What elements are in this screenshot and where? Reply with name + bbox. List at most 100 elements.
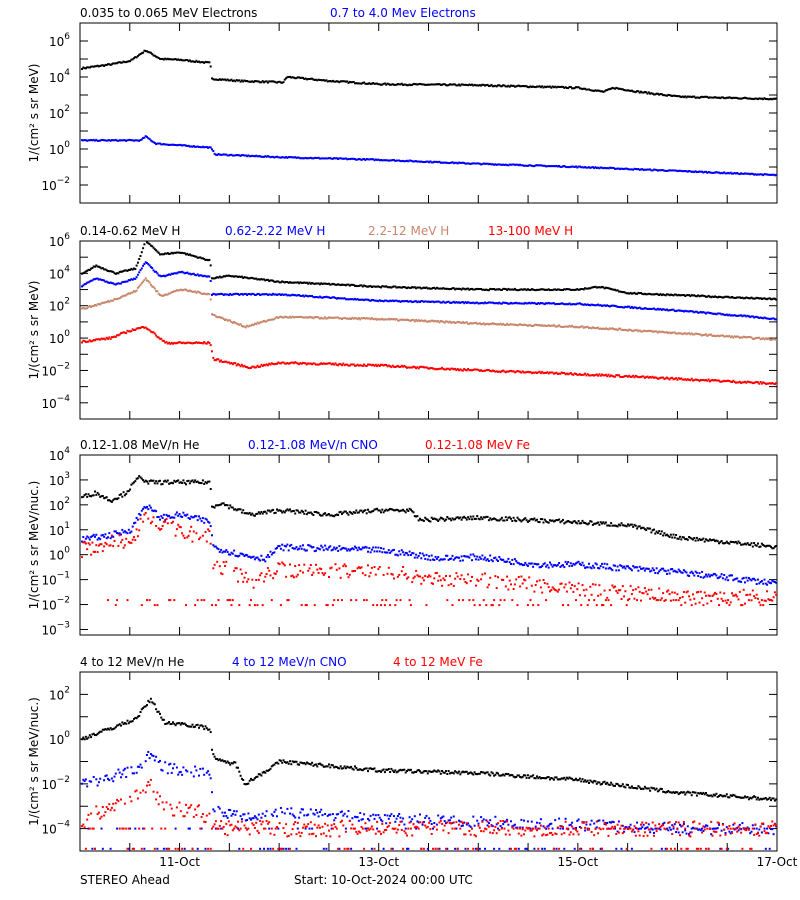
data-point [694,570,697,573]
data-point [429,520,432,523]
data-point [304,156,307,159]
data-point [499,302,502,305]
data-point [543,562,546,565]
data-point [178,289,181,292]
data-point [682,96,685,99]
data-point [146,262,148,264]
data-point [512,163,515,166]
data-point [315,563,317,566]
data-point [529,85,532,88]
data-point [130,530,133,533]
data-point [718,295,720,298]
data-point [621,376,624,378]
data-point [740,381,743,384]
data-point [376,507,379,510]
data-point [680,571,683,574]
data-point [478,556,481,559]
data-point [237,293,239,295]
data-point [529,599,532,602]
data-point [386,82,389,85]
data-point [213,563,216,566]
data-point [404,572,407,575]
data-point [591,303,594,306]
data-point [355,509,358,512]
data-point [92,494,95,497]
data-point [311,546,314,549]
data-point [474,321,477,324]
data-point [434,300,437,303]
data-point [217,548,220,551]
data-point [400,570,403,573]
data-point [485,323,488,326]
data-point [129,60,132,63]
data-point [121,295,124,298]
data-point [771,317,774,320]
data-point [746,542,749,545]
data-point [628,328,631,331]
data-point [495,323,498,326]
data-point [720,296,723,299]
data-point [731,381,733,383]
data-point [729,336,732,339]
data-point [201,275,204,278]
data-point [108,336,111,339]
data-point [352,363,355,366]
data-point [494,288,497,291]
data-point [364,159,367,161]
data-point [86,269,89,272]
data-point [529,324,532,327]
data-point [556,373,559,375]
data-point [660,308,663,311]
data-point [491,518,494,520]
data-point [194,145,197,148]
data-point [165,513,168,516]
data-point [662,376,665,379]
data-point [447,321,450,324]
data-point [260,81,263,84]
data-point [224,293,226,296]
data-point [419,575,421,578]
data-point [299,315,302,318]
data-point [281,81,284,84]
data-point [255,293,258,296]
data-point [360,509,363,512]
data-point [490,604,493,607]
data-point [178,59,181,62]
data-point [237,508,239,511]
data-point [655,530,658,533]
data-point [476,368,479,371]
data-point [321,317,324,320]
data-point [404,511,407,514]
data-point [710,312,713,315]
data-point [599,374,602,377]
data-point [476,287,479,290]
data-point [161,483,164,486]
data-point [170,143,173,146]
data-point [482,516,485,519]
data-point [512,302,515,305]
data-point [346,549,349,552]
data-point [250,366,252,369]
data-point [283,281,286,284]
data-point [702,311,705,314]
data-point [465,369,468,372]
data-point [286,508,289,511]
data-point [426,320,429,323]
data-point [422,320,425,323]
data-point [701,170,704,173]
data-point [625,525,628,528]
data-point [463,302,466,305]
data-point [555,564,558,567]
data-point [95,304,98,307]
data-point [536,518,538,521]
data-point [404,365,407,368]
data-point [291,547,294,549]
data-point [497,302,499,305]
data-point [242,509,245,512]
data-point [736,315,739,317]
data-point [350,548,353,551]
data-point [426,558,429,561]
data-point [309,511,312,514]
data-point [315,78,317,81]
data-point [160,483,163,486]
